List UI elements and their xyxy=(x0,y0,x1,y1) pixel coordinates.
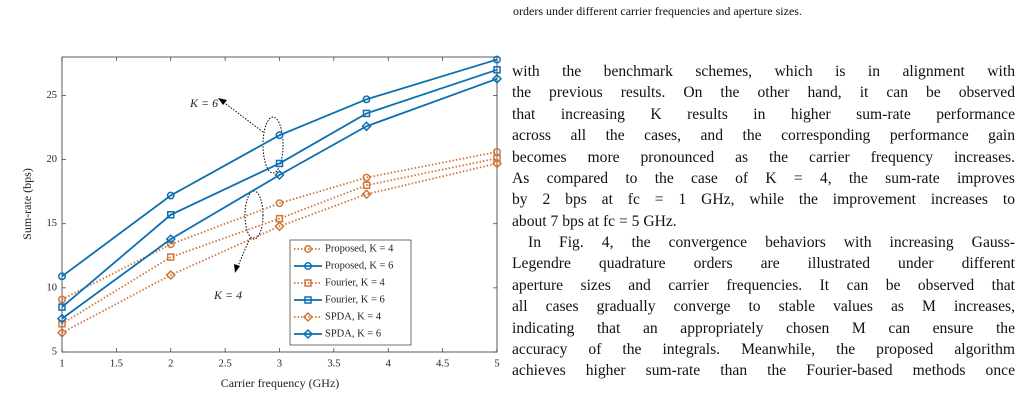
marker xyxy=(58,320,66,328)
legend-box xyxy=(289,239,412,346)
marker xyxy=(302,328,314,340)
legend-label: Proposed, K = 6 xyxy=(325,260,393,271)
marker xyxy=(362,181,371,190)
marker xyxy=(362,95,371,104)
marker xyxy=(165,234,176,245)
text-line: all cases gradually converge to stable v… xyxy=(512,298,1015,316)
marker xyxy=(493,66,501,74)
text-line: indicating that an appropriately chosen … xyxy=(512,319,1015,337)
marker xyxy=(491,158,503,169)
marker xyxy=(493,154,501,163)
y-tick-label: 5 xyxy=(52,346,57,357)
legend-label: Fourier, K = 4 xyxy=(325,277,385,288)
marker xyxy=(362,109,371,118)
arrowhead xyxy=(234,264,240,273)
marker xyxy=(361,121,372,132)
x-tick-label: 2 xyxy=(168,358,173,369)
marker xyxy=(58,295,66,304)
paragraph: In Fig. 4, the convergence behaviors wit… xyxy=(512,232,1015,382)
marker xyxy=(275,199,284,208)
text-line: aperture sizes and carrier frequencies. … xyxy=(512,276,1015,294)
y-tick-label: 10 xyxy=(47,282,58,293)
series-line xyxy=(61,77,498,320)
x-tick-label: 1 xyxy=(59,358,64,369)
annotation-arrow xyxy=(236,237,251,269)
y-tick-label: 15 xyxy=(47,218,58,229)
x-tick-label: 4 xyxy=(386,358,392,369)
annotation-ellipse xyxy=(262,116,284,174)
marker xyxy=(274,221,285,232)
text-line: In Fig. 4, the convergence behaviors wit… xyxy=(528,234,1015,251)
marker xyxy=(58,272,66,281)
marker xyxy=(304,279,312,287)
annotation-arrow xyxy=(221,100,264,133)
marker xyxy=(362,173,371,182)
text-line: Legendre quadrature orders are illustrat… xyxy=(512,255,1015,273)
text-line: As compared to the case of K = 4, the su… xyxy=(512,170,1015,188)
x-tick-label: 3.5 xyxy=(327,358,340,369)
y-axis-label: Sum-rate (bps) xyxy=(20,168,34,240)
marker xyxy=(302,311,314,323)
series-line xyxy=(61,162,498,334)
text-line: with the benchmark schemes, which is in … xyxy=(512,63,1015,80)
text-line: accuracy of the integrals. Meanwhile, th… xyxy=(512,341,1015,359)
x-tick-label: 1.5 xyxy=(110,358,123,369)
y-tick-label: 20 xyxy=(47,154,58,165)
x-tick-label: 2.5 xyxy=(219,358,232,369)
marker xyxy=(304,262,312,270)
marker xyxy=(491,73,503,84)
marker xyxy=(167,253,175,261)
marker xyxy=(166,240,175,249)
marker xyxy=(167,211,175,219)
marker xyxy=(56,327,68,338)
series-line xyxy=(61,68,498,308)
legend-label: SPDA, K = 4 xyxy=(325,311,382,322)
marker xyxy=(58,303,66,311)
paragraph: with the benchmark schemes, which is in … xyxy=(512,61,1015,232)
annotation: K = 4 xyxy=(213,288,242,302)
text-line: becomes more pronounced as the carrier f… xyxy=(512,148,1015,166)
marker xyxy=(304,245,312,253)
marker xyxy=(275,159,284,168)
marker xyxy=(165,269,176,281)
arrowhead xyxy=(218,98,227,105)
text-line: the previous results. On the other hand,… xyxy=(512,84,1015,102)
text-line: that increasing K results in higher sum-… xyxy=(512,105,1015,123)
legend-label: Fourier, K = 6 xyxy=(325,294,385,305)
x-axis-label: Carrier frequency (GHz) xyxy=(221,376,340,390)
x-tick-label: 5 xyxy=(494,358,499,369)
text-line: by 2 bps at fc = 1 GHz, while the improv… xyxy=(512,191,1015,209)
text-line: achieves higher sum-rate than the Fourie… xyxy=(512,362,1015,380)
text-line: about 7 bps at fc = 5 GHz. xyxy=(512,212,677,230)
marker xyxy=(56,313,68,324)
text-line: across all the cases, and the correspond… xyxy=(512,127,1015,145)
series-line xyxy=(61,157,498,325)
series-line xyxy=(61,151,498,301)
marker xyxy=(275,131,284,140)
chart: Sum-rate (bps) Carrier frequency (GHz) K… xyxy=(20,55,503,390)
marker xyxy=(493,55,501,64)
plot-frame xyxy=(61,56,498,353)
marker xyxy=(166,191,175,200)
series-line xyxy=(61,58,498,278)
legend-label: Proposed, K = 4 xyxy=(325,243,394,254)
legend-label: SPDA, K = 6 xyxy=(325,328,381,339)
x-tick-label: 3 xyxy=(277,358,282,369)
y-tick-label: 25 xyxy=(47,90,58,101)
marker xyxy=(304,296,312,304)
marker xyxy=(361,189,372,200)
caption-fragment: orders under different carrier frequenci… xyxy=(513,4,802,18)
x-tick-label: 4.5 xyxy=(436,358,449,369)
annotation: K = 6 xyxy=(189,96,218,110)
marker xyxy=(274,169,285,181)
